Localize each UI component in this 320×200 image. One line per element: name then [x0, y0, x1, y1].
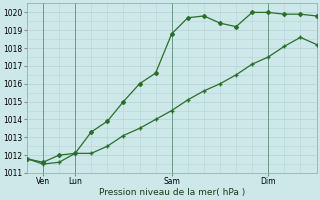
X-axis label: Pression niveau de la mer( hPa ): Pression niveau de la mer( hPa ) — [99, 188, 245, 197]
